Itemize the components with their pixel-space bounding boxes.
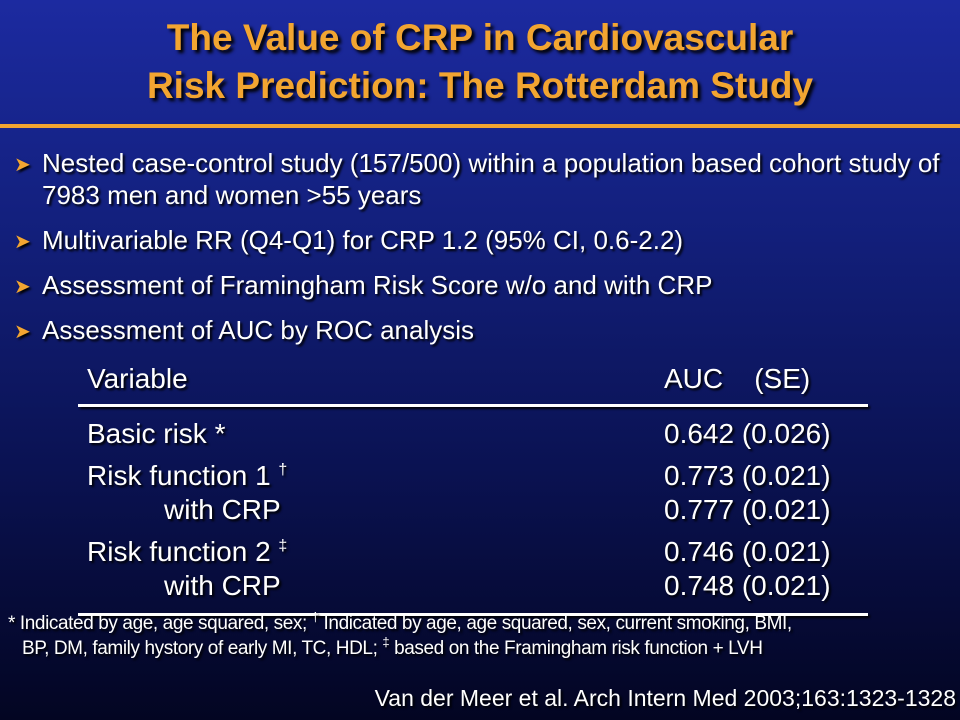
auc-table: Variable AUC (SE) Basic risk * 0.642 (0.… xyxy=(78,362,868,616)
table-row: Risk function 2 ‡ 0.746 (0.021) xyxy=(78,535,868,569)
table-bottom-rule xyxy=(78,613,868,616)
header-auc: AUC (SE) xyxy=(664,363,811,394)
double-dagger-mark: ‡ xyxy=(278,537,288,555)
bullet-item: ➤ Assessment of Framingham Risk Score w/… xyxy=(14,269,954,301)
chevron-right-icon: ➤ xyxy=(14,276,31,298)
row-value: 0.746 (0.021) xyxy=(664,536,831,567)
bullet-text: Multivariable RR (Q4-Q1) for CRP 1.2 (95… xyxy=(42,225,684,255)
title-divider xyxy=(0,124,960,128)
row-label: Basic risk * xyxy=(87,418,226,449)
bullet-text: Nested case-control study (157/500) with… xyxy=(42,148,940,210)
row-value: 0.642 (0.026) xyxy=(664,418,831,449)
row-value: 0.773 (0.021) xyxy=(664,460,831,491)
row-label: with CRP xyxy=(164,494,281,525)
chevron-right-icon: ➤ xyxy=(14,154,31,176)
bullet-item: ➤ Multivariable RR (Q4-Q1) for CRP 1.2 (… xyxy=(14,224,954,256)
title-line-2: Risk Prediction: The Rotterdam Study xyxy=(146,65,814,106)
table-top-rule xyxy=(78,404,868,407)
bullet-item: ➤ Nested case-control study (157/500) wi… xyxy=(14,147,954,211)
bullet-item: ➤ Assessment of AUC by ROC analysis xyxy=(14,314,954,346)
table-header-row: Variable AUC (SE) xyxy=(78,362,868,396)
citation: Van der Meer et al. Arch Intern Med 2003… xyxy=(374,685,956,711)
chevron-right-icon: ➤ xyxy=(14,321,31,343)
row-value: 0.777 (0.021) xyxy=(664,494,831,525)
slide-title: The Value of CRP in Cardiovascular Risk … xyxy=(0,14,960,110)
table-row: with CRP 0.777 (0.021) xyxy=(78,493,868,527)
row-value: 0.748 (0.021) xyxy=(664,570,831,601)
bullet-text: Assessment of AUC by ROC analysis xyxy=(42,315,475,345)
row-label: Risk function 2 ‡ xyxy=(87,536,288,567)
bullet-text: Assessment of Framingham Risk Score w/o … xyxy=(42,270,713,300)
table-row: Risk function 1 † 0.773 (0.021) xyxy=(78,459,868,493)
row-label: Risk function 1 † xyxy=(87,460,288,491)
table-row: with CRP 0.748 (0.021) xyxy=(78,569,868,603)
row-label: with CRP xyxy=(164,570,281,601)
title-line-1: The Value of CRP in Cardiovascular xyxy=(166,17,794,58)
table-row: Basic risk * 0.642 (0.026) xyxy=(78,417,868,451)
dagger-mark: † xyxy=(278,461,288,479)
chevron-right-icon: ➤ xyxy=(14,231,31,253)
footnote: * Indicated by age, age squared, sex; † … xyxy=(8,609,792,659)
header-variable: Variable xyxy=(87,363,188,394)
bullet-list: ➤ Nested case-control study (157/500) wi… xyxy=(14,147,954,359)
